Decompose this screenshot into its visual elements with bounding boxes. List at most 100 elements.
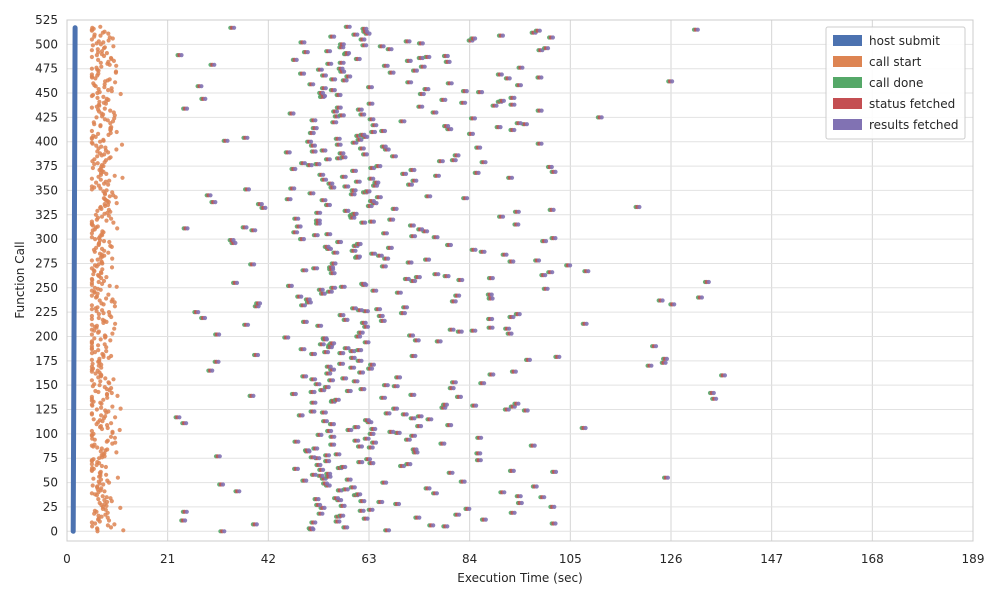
call-start-point — [108, 55, 114, 61]
call-start-point — [98, 400, 103, 405]
results-fetched-point — [409, 80, 414, 85]
results-fetched-point — [289, 283, 294, 288]
y-tick-label: 125 — [35, 403, 58, 417]
results-fetched-point — [419, 414, 424, 419]
results-fetched-point — [464, 89, 469, 94]
call-start-point — [98, 469, 103, 474]
y-tick-label: 425 — [35, 110, 58, 124]
results-fetched-point — [483, 517, 488, 522]
call-start-point — [102, 385, 107, 390]
x-tick-label: 147 — [760, 552, 783, 566]
data-points — [70, 24, 728, 534]
results-fetched-point — [413, 353, 418, 359]
call-start-point — [89, 288, 94, 293]
x-tick-label: 189 — [962, 552, 985, 566]
results-fetched-point — [507, 326, 512, 331]
results-fetched-point — [553, 169, 558, 174]
results-fetched-point — [513, 369, 518, 374]
results-fetched-point — [220, 482, 226, 487]
call-start-point — [89, 327, 94, 332]
call-start-point — [96, 513, 101, 518]
results-fetched-point — [412, 416, 417, 421]
results-fetched-point — [327, 202, 332, 208]
results-fetched-point — [436, 173, 441, 178]
results-fetched-point — [516, 209, 521, 214]
call-start-point — [96, 348, 101, 353]
call-start-point — [89, 293, 94, 298]
results-fetched-point — [353, 188, 358, 193]
call-start-point — [89, 411, 94, 416]
call-start-point — [105, 515, 110, 520]
call-start-point — [90, 43, 95, 48]
call-start-point — [103, 414, 108, 419]
results-fetched-point — [312, 389, 317, 395]
results-fetched-point — [318, 502, 323, 508]
results-fetched-point — [330, 378, 336, 383]
results-fetched-point — [517, 312, 522, 317]
results-fetched-point — [434, 110, 439, 115]
results-fetched-point — [323, 198, 328, 203]
call-start-point — [97, 500, 102, 506]
results-fetched-point — [319, 323, 324, 328]
results-fetched-point — [342, 284, 347, 289]
results-fetched-point — [664, 356, 670, 361]
results-fetched-point — [341, 351, 346, 356]
results-fetched-point — [502, 490, 507, 495]
call-start-point — [101, 278, 107, 284]
call-start-point — [112, 173, 117, 178]
results-fetched-point — [371, 219, 376, 224]
results-fetched-point — [498, 125, 503, 130]
call-start-point — [98, 379, 103, 384]
results-fetched-point — [451, 327, 456, 332]
results-fetched-point — [398, 290, 403, 295]
results-fetched-point — [319, 432, 324, 437]
y-tick-label: 50 — [43, 476, 58, 490]
tick-labels: 0 21 42 63 84 105 126 147 168 189 0 25 50 75 100 125 150… — [35, 13, 984, 566]
call-start-point — [100, 267, 105, 272]
y-tick-label: 0 — [50, 524, 58, 538]
call-start-point — [98, 33, 103, 38]
call-start-point — [103, 408, 108, 413]
legend-swatch — [833, 35, 862, 46]
call-start-point — [100, 494, 105, 499]
results-fetched-point — [313, 472, 318, 477]
results-fetched-point — [511, 314, 516, 320]
call-start-point — [100, 229, 105, 234]
results-fetched-point — [442, 441, 447, 446]
results-fetched-point — [451, 386, 456, 391]
results-fetched-point — [341, 151, 346, 156]
call-start-point — [109, 390, 114, 396]
results-fetched-point — [179, 53, 184, 58]
results-fetched-point — [389, 245, 394, 250]
results-fetched-point — [550, 35, 556, 40]
results-fetched-point — [315, 266, 320, 271]
call-start-point — [106, 250, 111, 255]
host-submit-line — [70, 25, 78, 534]
results-fetched-point — [352, 192, 357, 197]
results-fetched-point — [383, 144, 388, 149]
call-start-point — [101, 40, 106, 45]
results-fetched-point — [333, 261, 338, 266]
results-fetched-point — [184, 421, 189, 426]
call-start-point — [106, 59, 111, 64]
results-fetched-point — [185, 226, 190, 231]
results-fetched-point — [394, 406, 400, 411]
results-fetched-point — [479, 435, 484, 440]
results-fetched-point — [335, 250, 340, 255]
results-fetched-point — [338, 239, 344, 245]
results-fetched-point — [370, 445, 375, 450]
results-fetched-point — [380, 499, 385, 505]
results-fetched-point — [302, 40, 307, 45]
results-fetched-point — [476, 170, 481, 175]
plot-frame — [66, 19, 974, 542]
call-start-point — [97, 251, 103, 256]
results-fetched-point — [312, 351, 318, 357]
results-fetched-point — [313, 520, 318, 525]
call-start-point — [117, 427, 122, 433]
results-fetched-point — [553, 521, 558, 526]
call-start-point — [96, 262, 101, 267]
results-fetched-point — [253, 228, 258, 233]
call-start-point — [97, 383, 102, 388]
call-start-point — [108, 496, 113, 501]
results-fetched-point — [212, 62, 217, 67]
